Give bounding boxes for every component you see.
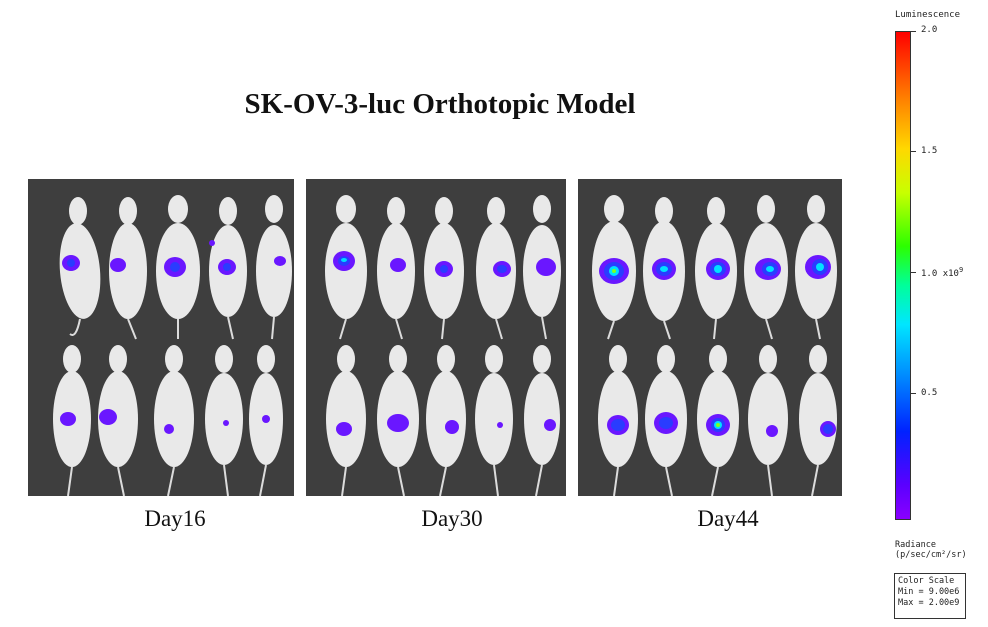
color-scale-min: Min = 9.00e6 bbox=[898, 587, 960, 597]
multiplier-label: x10 bbox=[942, 269, 959, 279]
day16-label: Day16 bbox=[144, 506, 206, 531]
radiance-title: Radiance bbox=[895, 540, 936, 550]
imaging-panel-day30 bbox=[306, 179, 566, 496]
luminescence-colorbar bbox=[895, 31, 911, 520]
color-scale-max: Max = 2.00e9 bbox=[898, 598, 960, 608]
mice-image-day16 bbox=[53, 195, 292, 496]
tick-label-0-5: 0.5 bbox=[921, 388, 938, 398]
imaging-panel-day44 bbox=[578, 179, 842, 496]
imaging-panel-day16 bbox=[28, 179, 294, 496]
mice-image-day30 bbox=[325, 195, 561, 496]
tick-value: 1.0 bbox=[921, 269, 938, 279]
luminescence-title: Luminescence bbox=[895, 10, 961, 20]
radiance-unit: (p/sec/cm²/sr) bbox=[895, 550, 967, 560]
tick-label-1-0: 1.0 x109 bbox=[921, 266, 963, 279]
colorbar-tick bbox=[910, 393, 916, 394]
colorbar-tick bbox=[910, 31, 916, 32]
multiplier-exponent: 9 bbox=[958, 266, 964, 274]
day44-label: Day44 bbox=[697, 506, 759, 531]
tick-label-2-0: 2.0 bbox=[921, 25, 938, 35]
day30-label: Day30 bbox=[421, 506, 483, 531]
radiance-label: Radiance (p/sec/cm²/sr) bbox=[895, 540, 967, 560]
tick-label-1-5: 1.5 bbox=[921, 146, 938, 156]
mice-image-day44 bbox=[592, 195, 837, 496]
color-scale-box: Color Scale Min = 9.00e6 Max = 2.00e9 bbox=[894, 573, 966, 619]
colorbar-tick bbox=[910, 151, 916, 152]
colorbar-tick bbox=[910, 272, 916, 273]
color-scale-title: Color Scale bbox=[898, 576, 955, 586]
figure-title: SK-OV-3-luc Orthotopic Model bbox=[244, 88, 636, 120]
